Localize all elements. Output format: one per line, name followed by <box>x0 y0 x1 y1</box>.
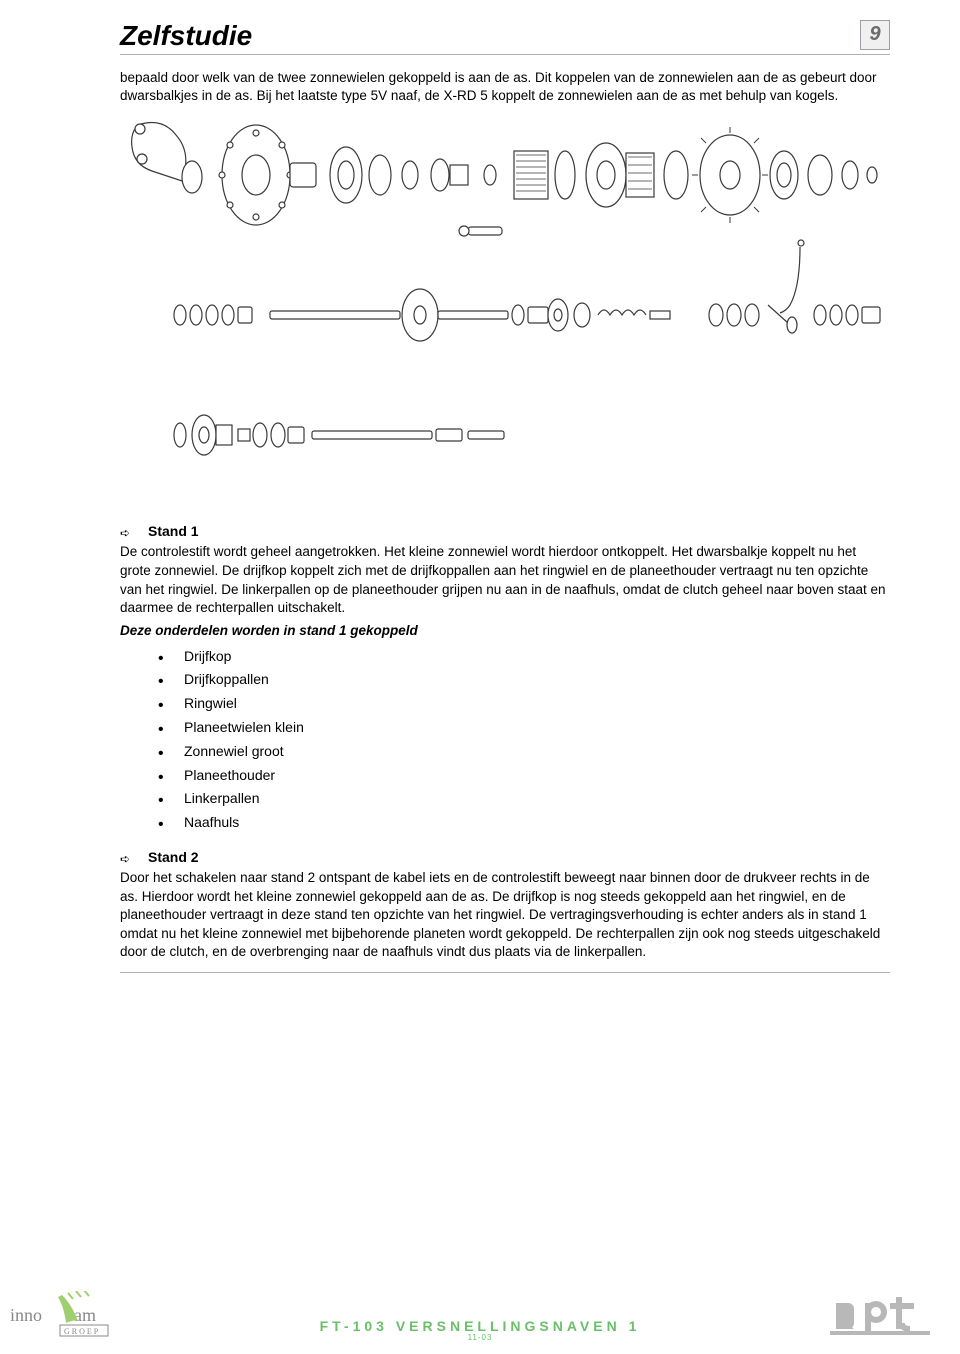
stand1-heading-text: Stand 1 <box>148 523 199 539</box>
page: Zelfstudie 9 bepaald door welk van de tw… <box>0 0 960 1354</box>
diagram-svg <box>120 115 890 505</box>
stand1-heading: ➪ Stand 1 <box>120 523 890 539</box>
list-item: Ringwiel <box>158 692 890 716</box>
header-rule <box>120 54 890 55</box>
list-item: Drijfkop <box>158 645 890 669</box>
stand1-body: De controlestift wordt geheel aangetrokk… <box>120 543 890 618</box>
page-title: Zelfstudie <box>120 20 252 52</box>
footer-date: 11-03 <box>0 1333 960 1342</box>
arrow-icon: ➪ <box>120 852 130 866</box>
stand2-heading: ➪ Stand 2 <box>120 849 890 865</box>
footer-doc-code: FT-103 VERSNELLINGSNAVEN 1 <box>0 1318 960 1334</box>
footer-center: FT-103 VERSNELLINGSNAVEN 1 11-03 <box>0 1318 960 1342</box>
list-item: Zonnewiel groot <box>158 740 890 764</box>
footer: inno am GROEP FT-103 VERSNELLINGSNAVEN 1… <box>0 1286 960 1346</box>
stand2-body: Door het schakelen naar stand 2 ontspant… <box>120 869 890 962</box>
list-item: Planeethouder <box>158 764 890 788</box>
footer-rule <box>120 972 890 973</box>
list-item: Naafhuls <box>158 811 890 835</box>
arrow-icon: ➪ <box>120 526 130 540</box>
stand1-list-title: Deze onderdelen worden in stand 1 gekopp… <box>120 622 890 641</box>
list-item: Drijfkoppallen <box>158 668 890 692</box>
stand1-section: ➪ Stand 1 De controlestift wordt geheel … <box>120 523 890 835</box>
stand2-section: ➪ Stand 2 Door het schakelen naar stand … <box>120 849 890 962</box>
exploded-diagram <box>120 115 890 505</box>
stand1-list: Drijfkop Drijfkoppallen Ringwiel Planeet… <box>158 645 890 835</box>
list-item: Planeetwielen klein <box>158 716 890 740</box>
header: Zelfstudie 9 <box>120 20 890 52</box>
intro-paragraph: bepaald door welk van de twee zonnewiele… <box>120 69 890 105</box>
list-item: Linkerpallen <box>158 787 890 811</box>
stand2-heading-text: Stand 2 <box>148 849 199 865</box>
page-number-box: 9 <box>860 20 890 50</box>
rpt-logo <box>830 1293 930 1342</box>
